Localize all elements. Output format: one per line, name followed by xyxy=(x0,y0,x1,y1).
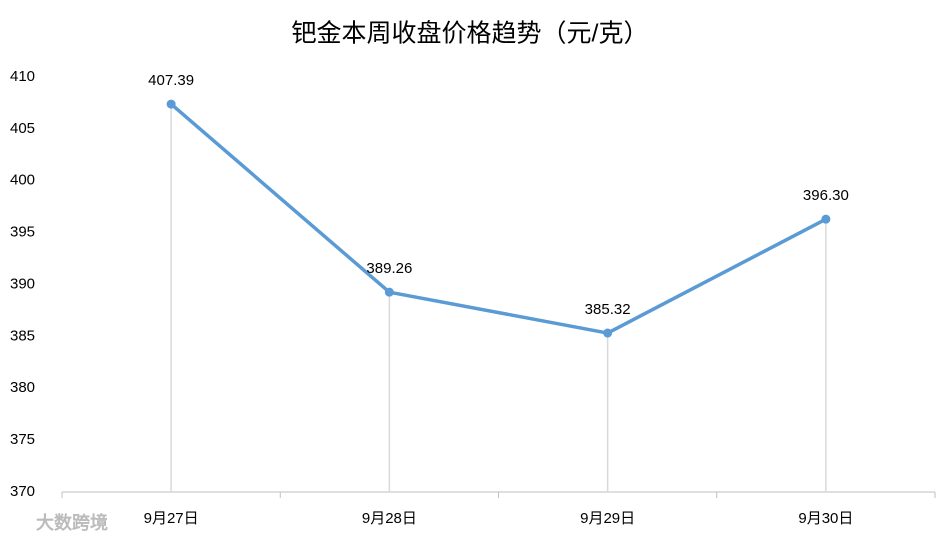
y-tick-label: 410 xyxy=(10,68,35,85)
y-tick-label: 385 xyxy=(10,327,35,344)
marker xyxy=(384,287,394,297)
y-tick-label: 400 xyxy=(10,172,35,189)
y-tick-label: 380 xyxy=(10,379,35,396)
x-tick-label: 9月30日 xyxy=(798,510,853,527)
y-tick-label: 370 xyxy=(10,483,35,500)
y-tick-label: 405 xyxy=(10,120,35,137)
x-tick-label: 9月27日 xyxy=(144,510,199,527)
x-tick-label: 9月29日 xyxy=(580,510,635,527)
y-tick-label: 390 xyxy=(10,275,35,292)
value-label: 385.32 xyxy=(585,301,631,318)
marker xyxy=(603,328,613,338)
line xyxy=(169,102,827,335)
marker xyxy=(166,99,176,109)
y-tick-label: 395 xyxy=(10,224,35,241)
x-tick-label: 9月28日 xyxy=(362,510,417,527)
watermark: 大数跨境 xyxy=(36,512,108,533)
marker xyxy=(821,214,831,224)
chart-title: 钯金本周收盘价格趋势（元/克） xyxy=(292,20,649,48)
value-label: 407.39 xyxy=(148,72,194,89)
value-label: 396.30 xyxy=(803,187,849,204)
value-label: 389.26 xyxy=(366,260,412,277)
y-tick-label: 375 xyxy=(10,431,35,448)
